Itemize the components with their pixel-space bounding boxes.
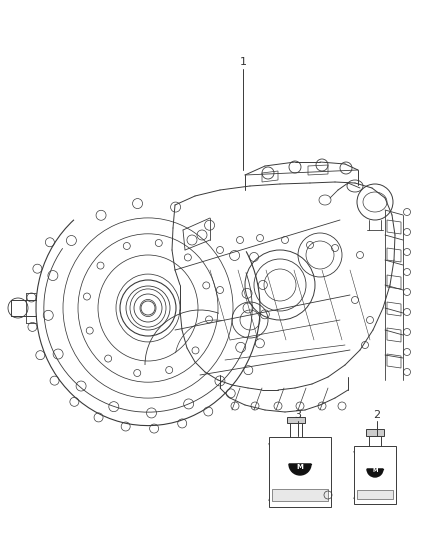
Text: M: M	[297, 464, 304, 470]
Text: M: M	[372, 469, 378, 473]
Text: 3: 3	[294, 410, 301, 420]
Polygon shape	[354, 446, 396, 504]
Polygon shape	[366, 429, 384, 436]
Text: 2: 2	[374, 410, 381, 420]
Polygon shape	[287, 417, 305, 423]
Polygon shape	[357, 490, 393, 499]
Wedge shape	[367, 469, 383, 477]
Wedge shape	[289, 464, 311, 475]
Polygon shape	[269, 437, 331, 507]
Text: M: M	[297, 464, 304, 470]
Text: 1: 1	[240, 57, 247, 67]
Polygon shape	[272, 489, 328, 501]
